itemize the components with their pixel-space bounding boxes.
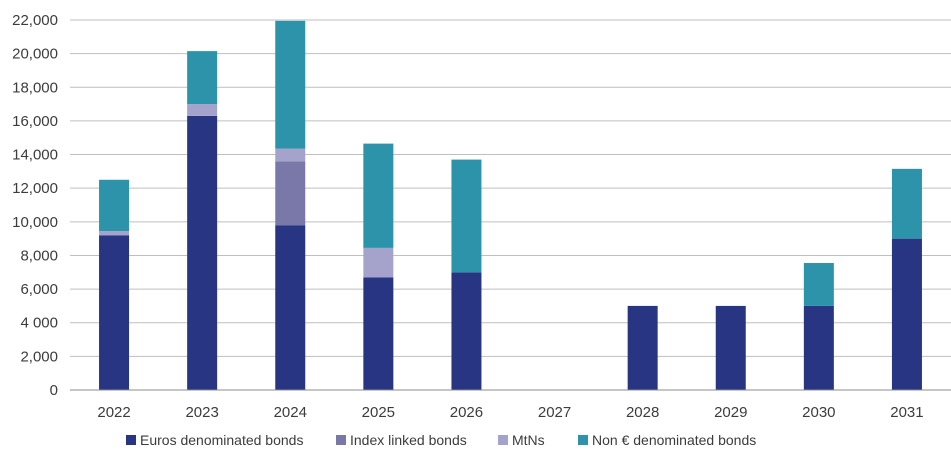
legend: Euros denominated bonds Index linked bond… <box>126 432 756 448</box>
x-tick-label: 2023 <box>185 404 218 421</box>
bar-euros-denominated-bonds-2031 <box>891 238 922 390</box>
bar-non-denominated-bonds-2031 <box>891 168 922 239</box>
x-tick-label: 2029 <box>714 404 747 421</box>
y-tick-label: 12,000 <box>12 180 58 197</box>
bar-non-denominated-bonds-2023 <box>187 51 218 105</box>
legend-label: Euros denominated bonds <box>140 432 303 448</box>
y-tick-label: 22,000 <box>12 12 58 29</box>
x-tick-label: 2028 <box>626 404 659 421</box>
bars <box>99 20 922 390</box>
bar-mtns-2025 <box>363 247 394 278</box>
y-tick-label: 20,000 <box>12 46 58 63</box>
y-axis: 0 2,000 4 000 6,000 8,000 10,000 12,000 14,000 1… <box>12 12 58 399</box>
legend-item-euros-denominated-bonds: Euros denominated bonds <box>126 432 303 448</box>
x-tick-label: 2026 <box>450 404 483 421</box>
bar-euros-denominated-bonds-2028 <box>627 305 658 390</box>
y-tick-label: 8,000 <box>20 247 58 264</box>
bar-euros-denominated-bonds-2023 <box>187 115 218 390</box>
bar-euros-denominated-bonds-2030 <box>803 305 834 390</box>
legend-label: MtNs <box>512 432 545 448</box>
bar-non-denominated-bonds-2022 <box>99 179 130 232</box>
legend-swatch <box>126 435 136 445</box>
bar-mtns-2023 <box>187 104 218 116</box>
bar-euros-denominated-bonds-2022 <box>99 235 130 390</box>
x-tick-label: 2030 <box>802 404 835 421</box>
y-tick-label: 4 000 <box>20 315 58 332</box>
bar-non-denominated-bonds-2026 <box>451 159 482 273</box>
legend-label: Index linked bonds <box>350 432 467 448</box>
y-tick-label: 14,000 <box>12 147 58 164</box>
x-tick-label: 2027 <box>538 404 571 421</box>
legend-item-index-linked-bonds: Index linked bonds <box>336 432 467 448</box>
bar-mtns-2022 <box>99 231 130 236</box>
bar-non-denominated-bonds-2030 <box>803 263 834 306</box>
legend-swatch <box>498 435 508 445</box>
x-tick-label: 2022 <box>97 404 130 421</box>
bar-euros-denominated-bonds-2025 <box>363 277 394 390</box>
y-tick-label: 2,000 <box>20 348 58 365</box>
legend-swatch <box>336 435 346 445</box>
legend-label: Non € denominated bonds <box>592 432 756 448</box>
y-tick-label: 18,000 <box>12 79 58 96</box>
x-tick-label: 2024 <box>274 404 307 421</box>
x-tick-label: 2025 <box>362 404 395 421</box>
legend-item-mtns: MtNs <box>498 432 545 448</box>
legend-item-non-denominated-bonds: Non € denominated bonds <box>578 432 756 448</box>
bar-euros-denominated-bonds-2029 <box>715 305 746 390</box>
bar-index-linked-bonds-2024 <box>275 161 306 226</box>
y-tick-label: 16,000 <box>12 113 58 130</box>
x-tick-label: 2031 <box>890 404 923 421</box>
bar-euros-denominated-bonds-2024 <box>275 225 306 390</box>
bar-non-denominated-bonds-2025 <box>363 143 394 248</box>
bar-non-denominated-bonds-2024 <box>275 20 306 149</box>
y-tick-label: 6,000 <box>20 281 58 298</box>
legend-swatch <box>578 435 588 445</box>
x-axis: 2022 2023 2024 2025 2026 2027 2028 2029 2030 2031 <box>97 404 923 421</box>
bar-mtns-2024 <box>275 148 306 162</box>
bar-euros-denominated-bonds-2026 <box>451 272 482 390</box>
y-tick-label: 0 <box>50 382 58 399</box>
y-tick-label: 10,000 <box>12 214 58 231</box>
